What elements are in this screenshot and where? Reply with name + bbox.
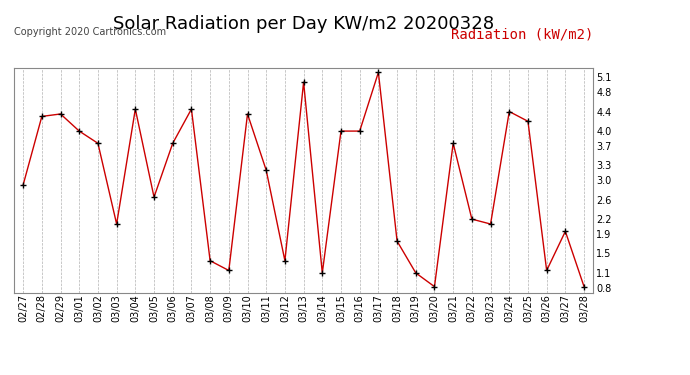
Text: Radiation (kW/m2): Radiation (kW/m2) xyxy=(451,27,593,41)
Text: Copyright 2020 Cartronics.com: Copyright 2020 Cartronics.com xyxy=(14,27,166,37)
Text: Solar Radiation per Day KW/m2 20200328: Solar Radiation per Day KW/m2 20200328 xyxy=(113,15,494,33)
